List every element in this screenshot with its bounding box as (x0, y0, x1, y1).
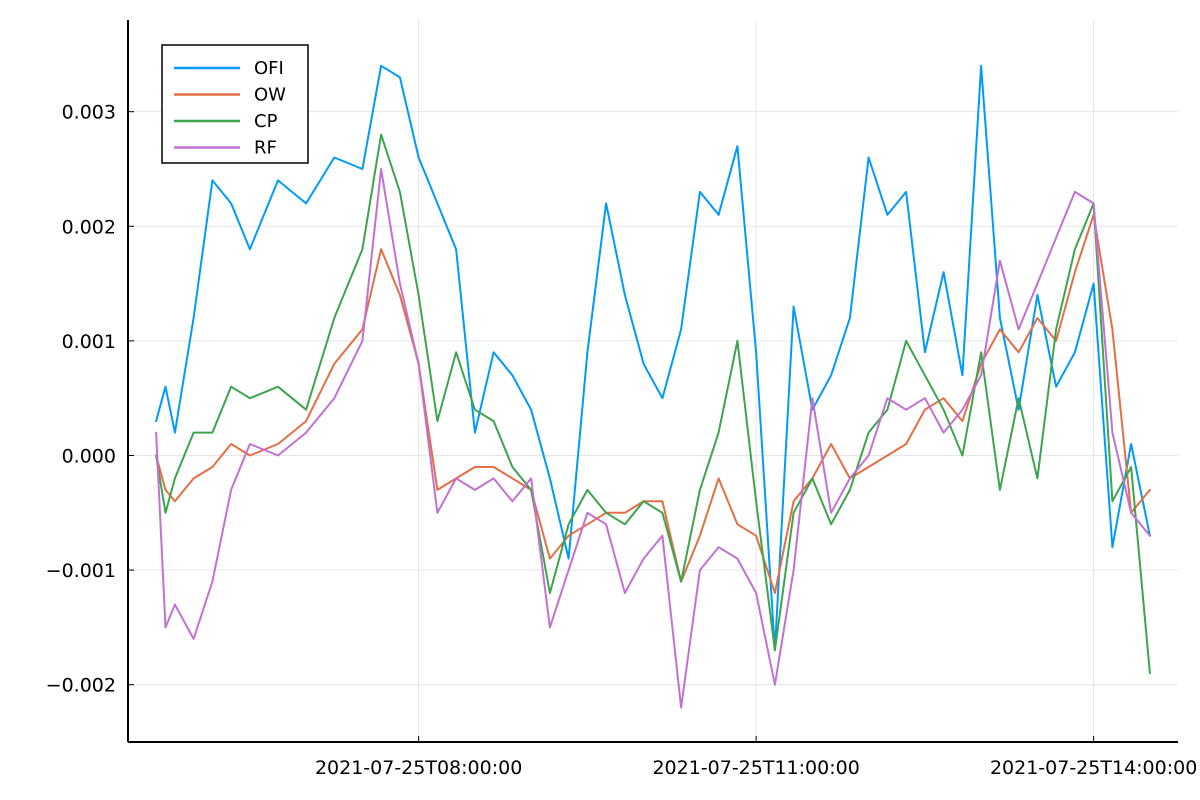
tick-labels: −0.002 −0.001 0.000 0.001 0.002 0.003 2021-07-… (46, 102, 1198, 779)
legend: OFI OW CP RF (161, 44, 309, 164)
y-tick-label: −0.002 (46, 675, 116, 697)
y-tick-label: 0.000 (62, 445, 116, 467)
series-line-ofi (155, 64, 1151, 652)
x-tick-label: 2021-07-25T08:00:00 (315, 757, 522, 779)
y-tick-label: 0.003 (62, 102, 116, 124)
series-line-rf (155, 168, 1151, 709)
legend-label-rf: RF (254, 138, 277, 159)
y-tick-label: −0.001 (46, 560, 116, 582)
series-line-ow (155, 213, 1151, 594)
legend-label-ofi: OFI (254, 58, 284, 79)
x-tick-label: 2021-07-25T11:00:00 (652, 757, 859, 779)
y-tick-label: 0.001 (62, 331, 116, 353)
legend-label-ow: OW (254, 85, 286, 106)
y-tick-label: 0.002 (62, 216, 116, 238)
x-tick-label: 2021-07-25T14:00:00 (990, 757, 1197, 779)
series-line-cp (155, 133, 1151, 675)
legend-label-cp: CP (254, 111, 278, 132)
series-layer (155, 64, 1151, 709)
grid-lines (128, 20, 1178, 742)
legend-box (161, 44, 309, 164)
axes (127, 20, 1178, 743)
